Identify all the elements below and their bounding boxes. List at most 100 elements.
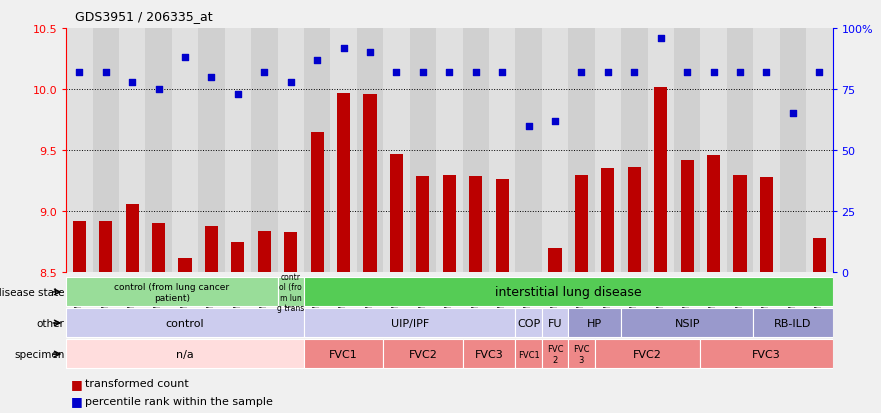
Bar	[363, 95, 376, 273]
Point	[337, 45, 351, 52]
Bar	[251, 29, 278, 273]
Bar	[700, 339, 833, 368]
Text: FVC3: FVC3	[752, 349, 781, 359]
Bar	[125, 204, 138, 273]
Text: FVC
2: FVC 2	[547, 344, 563, 364]
Bar	[648, 29, 674, 273]
Text: RB-ILD: RB-ILD	[774, 318, 811, 328]
Text: control (from lung cancer
patient): control (from lung cancer patient)	[115, 282, 229, 302]
Bar	[304, 339, 383, 368]
Point	[680, 69, 694, 76]
Bar	[759, 178, 773, 273]
Bar	[416, 176, 429, 273]
Text: contr
ol (fro
m lun
g trans: contr ol (fro m lun g trans	[278, 272, 304, 312]
Point	[786, 111, 800, 118]
Point	[495, 69, 509, 76]
Bar	[337, 93, 350, 273]
Point	[310, 57, 324, 64]
Bar	[574, 175, 588, 273]
Bar	[66, 339, 304, 368]
Bar	[515, 339, 542, 368]
Bar	[278, 278, 304, 306]
Text: NSIP: NSIP	[675, 318, 700, 328]
Bar	[674, 29, 700, 273]
Bar	[225, 29, 251, 273]
Bar	[442, 175, 455, 273]
Bar	[542, 339, 568, 368]
Bar	[436, 29, 463, 273]
Bar	[515, 309, 542, 337]
Bar	[812, 238, 825, 273]
Bar	[145, 29, 172, 273]
Point	[654, 36, 668, 42]
Bar	[152, 224, 165, 273]
Point	[231, 91, 245, 98]
Bar	[542, 29, 568, 273]
Bar	[310, 133, 323, 273]
Bar	[66, 29, 93, 273]
Bar	[304, 309, 515, 337]
Bar	[357, 29, 383, 273]
Text: disease state: disease state	[0, 287, 64, 297]
Point	[389, 69, 403, 76]
Text: control: control	[166, 318, 204, 328]
Bar	[680, 161, 693, 273]
Bar	[654, 88, 667, 273]
Text: interstitial lung disease: interstitial lung disease	[495, 286, 641, 299]
Bar	[548, 248, 562, 273]
Point	[627, 69, 641, 76]
Bar	[515, 29, 542, 273]
Text: FVC
3: FVC 3	[574, 344, 589, 364]
Bar	[284, 233, 297, 273]
Point	[284, 79, 298, 86]
Bar	[93, 29, 119, 273]
Bar	[753, 309, 833, 337]
Point	[416, 69, 430, 76]
Point	[442, 69, 456, 76]
Point	[99, 69, 113, 76]
Bar	[119, 29, 145, 273]
Bar	[568, 339, 595, 368]
Bar	[463, 339, 515, 368]
Bar	[66, 278, 278, 306]
Bar	[66, 309, 304, 337]
Bar	[627, 168, 640, 273]
Point	[548, 118, 562, 125]
Point	[522, 123, 536, 130]
Bar	[198, 29, 225, 273]
Bar	[700, 29, 727, 273]
Text: specimen: specimen	[14, 349, 64, 359]
Bar	[304, 29, 330, 273]
Text: ■: ■	[70, 394, 82, 407]
Text: other: other	[36, 318, 64, 328]
Point	[152, 87, 166, 93]
Bar	[727, 29, 753, 273]
Text: n/a: n/a	[176, 349, 194, 359]
Bar	[383, 29, 410, 273]
Text: FVC2: FVC2	[633, 349, 662, 359]
Bar	[178, 258, 191, 273]
Text: FU: FU	[548, 318, 562, 328]
Text: FVC3: FVC3	[475, 349, 503, 359]
Bar	[172, 29, 198, 273]
Text: percentile rank within the sample: percentile rank within the sample	[85, 396, 272, 406]
Bar	[389, 154, 403, 273]
Bar	[568, 309, 621, 337]
Text: HP: HP	[587, 318, 603, 328]
Bar	[489, 29, 515, 273]
Text: transformed count: transformed count	[85, 379, 189, 389]
Point	[812, 69, 826, 76]
Text: GDS3951 / 206335_at: GDS3951 / 206335_at	[75, 10, 212, 23]
Text: FVC1: FVC1	[329, 349, 358, 359]
Text: COP: COP	[517, 318, 540, 328]
Point	[72, 69, 86, 76]
Bar	[621, 309, 753, 337]
Bar	[601, 169, 614, 273]
Text: FVC1: FVC1	[518, 350, 539, 358]
Point	[178, 55, 192, 62]
Bar	[780, 29, 806, 273]
Point	[707, 69, 721, 76]
Point	[574, 69, 589, 76]
Bar	[383, 339, 463, 368]
Bar	[72, 221, 85, 273]
